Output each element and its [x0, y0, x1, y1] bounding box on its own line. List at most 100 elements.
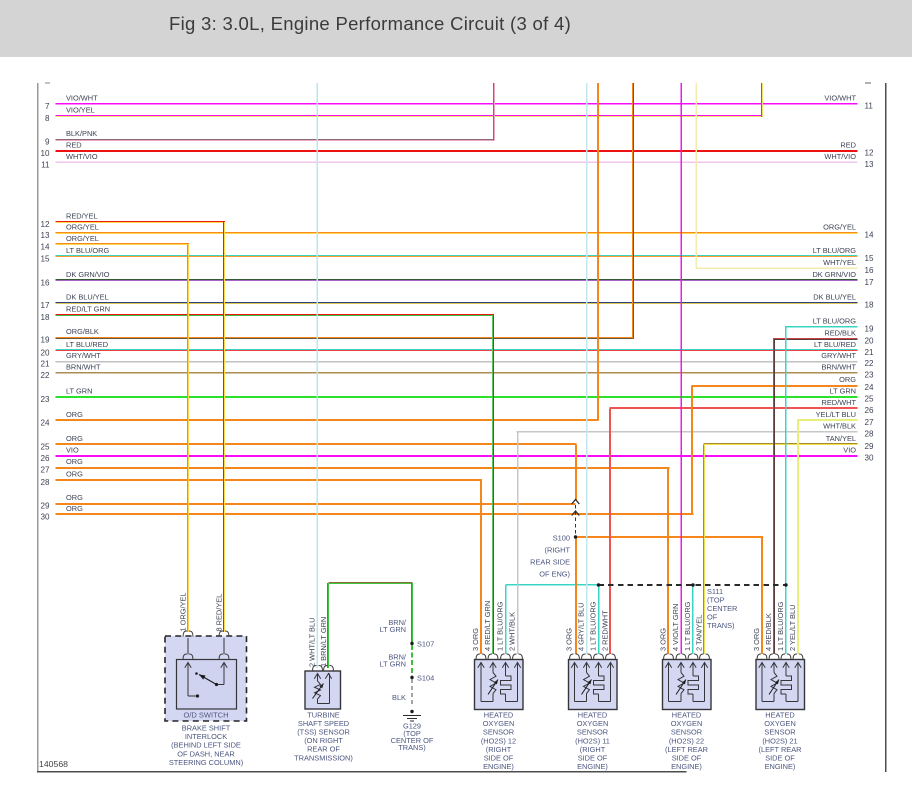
- svg-text:2 TAN/YEL: 2 TAN/YEL: [695, 615, 704, 651]
- svg-text:S111: S111: [707, 587, 723, 596]
- svg-text:OXYGEN: OXYGEN: [483, 719, 515, 728]
- svg-text:GRY/WHT: GRY/WHT: [821, 351, 856, 360]
- svg-text:ORG/YEL: ORG/YEL: [823, 223, 856, 232]
- svg-text:20: 20: [865, 337, 875, 346]
- svg-text:22: 22: [40, 371, 50, 380]
- svg-text:INTERLOCK: INTERLOCK: [185, 732, 227, 741]
- svg-text:19: 19: [40, 336, 50, 345]
- svg-text:SENSOR: SENSOR: [483, 728, 514, 737]
- svg-text:ENGINE): ENGINE): [671, 762, 702, 771]
- svg-text:BRN/WHT: BRN/WHT: [66, 363, 101, 372]
- svg-text:TRANSMISSION): TRANSMISSION): [294, 753, 353, 762]
- svg-text:1 LT BLU/ORG: 1 LT BLU/ORG: [496, 601, 505, 651]
- svg-text:21: 21: [40, 360, 50, 369]
- svg-text:LT BLU/ORG: LT BLU/ORG: [813, 317, 857, 326]
- svg-text:HEATED: HEATED: [484, 711, 513, 720]
- svg-text:LT BLU/ORG: LT BLU/ORG: [813, 246, 857, 255]
- svg-text:(TOP: (TOP: [403, 729, 421, 738]
- svg-text:27: 27: [40, 466, 50, 475]
- svg-text:4 RED/BLK: 4 RED/BLK: [764, 613, 773, 651]
- svg-text:LT GRN: LT GRN: [380, 660, 406, 669]
- svg-text:17: 17: [40, 301, 50, 310]
- svg-text:DK GRN/VIO: DK GRN/VIO: [812, 270, 856, 279]
- svg-text:CENTER: CENTER: [707, 604, 737, 613]
- svg-text:30: 30: [40, 513, 50, 522]
- svg-text:VIO: VIO: [66, 446, 79, 455]
- svg-text:VIO/WHT: VIO/WHT: [66, 94, 98, 103]
- svg-text:ENGINE): ENGINE): [577, 762, 608, 771]
- svg-text:ORG/YEL: ORG/YEL: [66, 234, 99, 243]
- svg-text:BLK: BLK: [392, 693, 406, 702]
- svg-text:28: 28: [40, 478, 50, 487]
- svg-text:18: 18: [865, 301, 875, 310]
- svg-text:WHT/VIO: WHT/VIO: [824, 152, 856, 161]
- svg-text:1 LT BLU/ORG: 1 LT BLU/ORG: [589, 601, 598, 651]
- svg-text:13: 13: [40, 231, 50, 240]
- svg-text:4 GRY/LT BLU: 4 GRY/LT BLU: [577, 603, 586, 651]
- svg-text:3 ORG: 3 ORG: [471, 628, 480, 651]
- svg-text:17: 17: [865, 278, 875, 287]
- svg-text:GRY/WHT: GRY/WHT: [66, 351, 101, 360]
- svg-text:ORG/YEL: ORG/YEL: [66, 223, 99, 232]
- svg-text:OXYGEN: OXYGEN: [764, 719, 796, 728]
- svg-text:2 RED/WHT: 2 RED/WHT: [601, 610, 610, 651]
- svg-text:7: 7: [45, 102, 50, 111]
- svg-text:LT BLU/RED: LT BLU/RED: [66, 340, 108, 349]
- svg-text:SIDE OF: SIDE OF: [765, 754, 795, 763]
- svg-text:RED: RED: [66, 141, 82, 150]
- svg-text:TURBINE: TURBINE: [307, 710, 340, 719]
- svg-text:RED/BLK: RED/BLK: [824, 329, 856, 338]
- svg-text:12: 12: [40, 220, 50, 229]
- svg-text:YEL/LT BLU: YEL/LT BLU: [816, 410, 856, 419]
- svg-text:15: 15: [865, 254, 875, 263]
- svg-text:2 WHT/LT BLU: 2 WHT/LT BLU: [308, 618, 317, 667]
- svg-text:WHT/BLK: WHT/BLK: [823, 422, 856, 431]
- svg-text:1 LT BLU/ORG: 1 LT BLU/ORG: [776, 601, 785, 651]
- svg-text:LT BLU/ORG: LT BLU/ORG: [66, 246, 110, 255]
- svg-text:(LEFT REAR: (LEFT REAR: [759, 745, 802, 754]
- svg-text:11: 11: [41, 161, 50, 170]
- svg-text:20: 20: [40, 349, 50, 358]
- svg-text:(HO2S) 21: (HO2S) 21: [762, 736, 797, 745]
- svg-text:SENSOR: SENSOR: [671, 728, 702, 737]
- svg-text:ORG: ORG: [839, 375, 856, 384]
- svg-text:REAR OF: REAR OF: [307, 745, 340, 754]
- svg-text:28: 28: [865, 430, 875, 439]
- svg-text:HEATED: HEATED: [672, 711, 701, 720]
- svg-text:BRN/WHT: BRN/WHT: [822, 363, 857, 372]
- svg-text:18: 18: [40, 313, 50, 322]
- svg-text:REAR SIDE: REAR SIDE: [530, 558, 570, 567]
- svg-text:ORG: ORG: [66, 434, 83, 443]
- svg-text:LT GRN: LT GRN: [830, 387, 856, 396]
- svg-text:9: 9: [45, 138, 50, 147]
- svg-text:30: 30: [865, 454, 875, 463]
- svg-text:26: 26: [865, 406, 875, 415]
- svg-text:27: 27: [865, 418, 875, 427]
- svg-text:(HO2S) 11: (HO2S) 11: [575, 736, 610, 745]
- svg-text:(TSS) SENSOR: (TSS) SENSOR: [297, 728, 350, 737]
- svg-text:S100: S100: [553, 534, 570, 543]
- svg-text:(HO2S) 12: (HO2S) 12: [481, 736, 516, 745]
- svg-text:(HO2S) 22: (HO2S) 22: [669, 736, 704, 745]
- svg-text:29: 29: [865, 442, 875, 451]
- svg-text:2 YEL/LT BLU: 2 YEL/LT BLU: [788, 605, 797, 651]
- svg-text:2 WHT/BLK: 2 WHT/BLK: [508, 612, 517, 651]
- svg-text:TRANS): TRANS): [398, 743, 426, 752]
- svg-text:LT BLU/RED: LT BLU/RED: [814, 340, 856, 349]
- svg-text:WHT/YEL: WHT/YEL: [823, 258, 856, 267]
- svg-text:16: 16: [865, 266, 875, 275]
- svg-text:1 ORG/YEL: 1 ORG/YEL: [179, 592, 188, 631]
- svg-text:ORG: ORG: [66, 470, 83, 479]
- svg-text:3 ORG: 3 ORG: [659, 628, 668, 651]
- svg-text:(RIGHT: (RIGHT: [580, 745, 606, 754]
- svg-text:BLK/PNK: BLK/PNK: [66, 129, 97, 138]
- svg-text:DK BLU/YEL: DK BLU/YEL: [813, 293, 856, 302]
- svg-text:TRANS): TRANS): [707, 621, 735, 630]
- svg-text:22: 22: [865, 359, 875, 368]
- svg-text:23: 23: [40, 395, 50, 404]
- svg-text:HEATED: HEATED: [765, 711, 794, 720]
- svg-text:LT GRN: LT GRN: [66, 387, 92, 396]
- svg-text:3 ORG: 3 ORG: [752, 628, 761, 651]
- svg-text:SENSOR: SENSOR: [764, 728, 795, 737]
- svg-text:VIO/YEL: VIO/YEL: [66, 106, 95, 115]
